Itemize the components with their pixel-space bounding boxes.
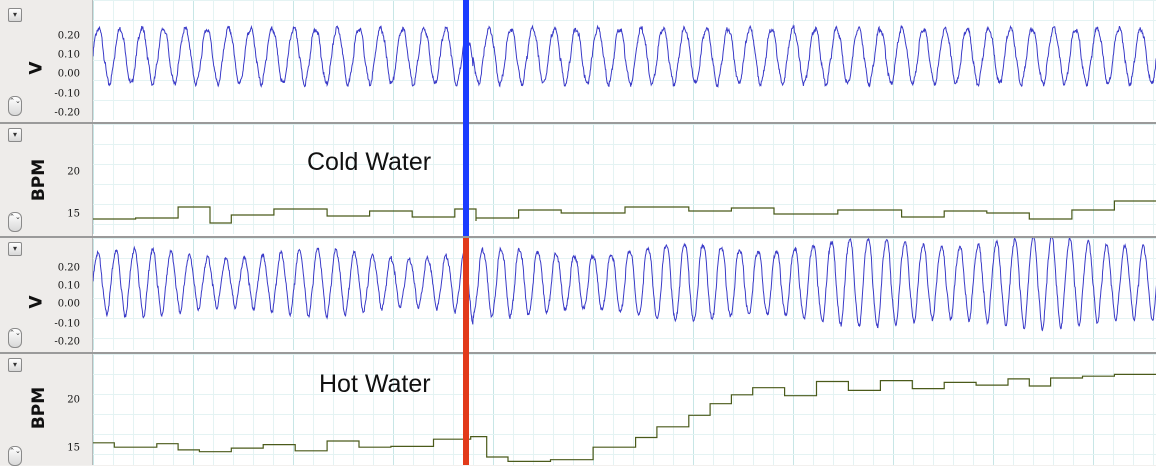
hot-bpm-chart [93, 354, 1156, 465]
bpm-series-line [93, 200, 1156, 224]
hot-bpm-ylabel: BPM [29, 386, 50, 430]
cold-voltage-axis-gutter: ▾ V ⌃⌄ [0, 0, 92, 122]
hot-water-annotation: Hot Water [319, 370, 431, 398]
hot-voltage-axis-gutter: ▾ V ⌃⌄ [0, 238, 92, 352]
cold-bpm-plot[interactable]: Cold Water [92, 124, 1156, 236]
cold-voltage-tick: -0.20 [54, 107, 80, 119]
hot-voltage-ylabel: V [26, 295, 47, 309]
cold-bpm-tick: 15 [67, 208, 80, 220]
cold-bpm-ylabel: BPM [29, 158, 50, 202]
cold-voltage-ylabel: V [26, 61, 47, 75]
collapse-cold-bpm-button[interactable]: ▾ [8, 128, 22, 142]
collapse-cold-voltage-button[interactable]: ▾ [8, 8, 22, 22]
voltage-series-line [93, 238, 1156, 332]
hot-bpm-axis-gutter: ▾ BPM ⌃⌄ [0, 354, 92, 466]
hot-bpm-plot[interactable]: Hot Water [92, 354, 1156, 465]
cold-voltage-tick: 0.00 [57, 68, 80, 80]
hot-voltage-panel: ▾ V ⌃⌄ 0.20 0.10 0.00 -0.10 -0.20 [0, 238, 1156, 354]
hot-voltage-tick: -0.20 [54, 336, 80, 348]
hot-voltage-plot[interactable] [92, 238, 1156, 352]
cold-bpm-tick: 20 [67, 166, 80, 178]
collapse-hot-voltage-button[interactable]: ▾ [8, 242, 22, 256]
bpm-series-line [93, 373, 1156, 462]
cold-voltage-tick: 0.20 [57, 30, 80, 42]
hot-voltage-chart [93, 238, 1156, 350]
cold-voltage-plot[interactable] [92, 0, 1156, 122]
cold-water-event-marker[interactable] [463, 0, 469, 236]
hot-water-event-marker[interactable] [463, 238, 469, 465]
cold-bpm-axis-gutter: ▾ BPM ⌃⌄ [0, 124, 92, 236]
cold-bpm-panel: ▾ BPM ⌃⌄ Cold Water 20 15 [0, 124, 1156, 238]
cold-voltage-scale-stepper[interactable]: ⌃⌄ [8, 96, 22, 116]
cold-voltage-panel: ▾ V ⌃⌄ 0.20 0.10 0.00 -0.10 -0.20 [0, 0, 1156, 124]
collapse-hot-bpm-button[interactable]: ▾ [8, 358, 22, 372]
hot-bpm-panel: ▾ BPM ⌃⌄ Hot Water 20 15 [0, 354, 1156, 466]
cold-bpm-scale-stepper[interactable]: ⌃⌄ [8, 212, 22, 232]
hot-bpm-tick: 15 [67, 442, 80, 454]
voltage-series-line [93, 24, 1156, 89]
hot-voltage-scale-stepper[interactable]: ⌃⌄ [8, 328, 22, 348]
cold-voltage-chart [93, 0, 1156, 120]
hot-bpm-scale-stepper[interactable]: ⌃⌄ [8, 446, 22, 466]
hot-bpm-tick: 20 [67, 394, 80, 406]
cold-water-annotation: Cold Water [307, 148, 432, 176]
cold-bpm-chart [93, 124, 1156, 234]
cold-voltage-tick: -0.10 [54, 88, 80, 100]
hot-voltage-tick: 0.10 [57, 280, 80, 292]
hot-voltage-tick: 0.00 [57, 298, 80, 310]
hot-voltage-tick: -0.10 [54, 318, 80, 330]
cold-voltage-tick: 0.10 [57, 49, 80, 61]
hot-voltage-tick: 0.20 [57, 262, 80, 274]
